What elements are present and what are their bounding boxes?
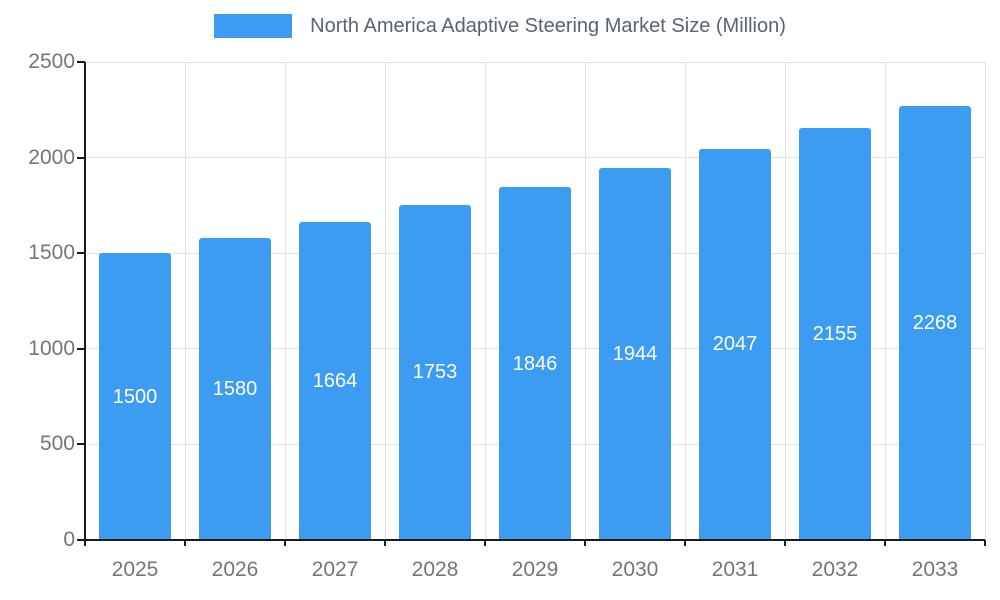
y-axis-tick-label: 500 bbox=[39, 432, 75, 456]
horizontal-gridline bbox=[85, 157, 985, 159]
y-axis-tick-label: 2000 bbox=[28, 145, 75, 169]
legend-swatch bbox=[214, 14, 293, 38]
x-axis-tick bbox=[584, 540, 586, 546]
horizontal-gridline bbox=[85, 61, 985, 63]
x-axis-tick-label: 2032 bbox=[811, 558, 859, 581]
vertical-gridline bbox=[684, 62, 686, 540]
x-axis-tick bbox=[984, 540, 986, 546]
x-axis-tick bbox=[484, 540, 486, 546]
bar[interactable] bbox=[199, 237, 271, 540]
bar[interactable] bbox=[599, 168, 671, 540]
y-axis-tick-label: 1500 bbox=[28, 241, 75, 265]
x-axis-tick bbox=[284, 540, 286, 546]
bar[interactable] bbox=[99, 253, 171, 540]
y-axis-tick bbox=[77, 61, 85, 63]
vertical-gridline bbox=[884, 62, 886, 540]
bar[interactable] bbox=[699, 148, 771, 540]
vertical-gridline bbox=[184, 62, 186, 540]
vertical-gridline bbox=[784, 62, 786, 540]
chart-legend[interactable]: North America Adaptive Steering Market S… bbox=[0, 14, 1000, 38]
y-axis-tick bbox=[77, 252, 85, 255]
bar-value-label: 2047 bbox=[712, 333, 758, 356]
bar[interactable] bbox=[799, 127, 871, 540]
y-axis-tick-label: 0 bbox=[63, 528, 75, 551]
legend-label: North America Adaptive Steering Market S… bbox=[310, 14, 786, 37]
y-axis-tick bbox=[77, 156, 85, 159]
bar-value-label: 2155 bbox=[812, 322, 858, 345]
bar[interactable] bbox=[399, 204, 471, 540]
bar[interactable] bbox=[499, 187, 571, 540]
x-axis-tick-label: 2031 bbox=[711, 558, 759, 581]
bar[interactable] bbox=[899, 106, 971, 540]
bar-value-label: 1846 bbox=[512, 352, 558, 375]
vertical-gridline bbox=[284, 62, 286, 540]
x-axis-tick-label: 2029 bbox=[511, 558, 559, 581]
y-axis-tick bbox=[77, 347, 85, 350]
x-axis-tick bbox=[784, 540, 786, 546]
y-axis-tick-label: 2500 bbox=[28, 50, 75, 73]
vertical-gridline bbox=[484, 62, 486, 540]
y-axis-line bbox=[84, 62, 86, 540]
x-axis-tick bbox=[184, 540, 186, 546]
bar-value-label: 1944 bbox=[612, 343, 658, 366]
x-axis-line bbox=[85, 539, 985, 541]
vertical-gridline bbox=[984, 62, 986, 540]
y-axis-tick bbox=[77, 443, 85, 446]
x-axis-tick bbox=[884, 540, 886, 546]
bar-value-label: 2268 bbox=[912, 312, 958, 335]
x-axis-tick-label: 2028 bbox=[411, 558, 459, 581]
x-axis-tick bbox=[84, 540, 86, 546]
x-axis-tick-label: 2027 bbox=[311, 558, 359, 581]
x-axis-tick-label: 2033 bbox=[911, 558, 959, 581]
y-axis-tick-label: 1000 bbox=[28, 336, 75, 360]
x-axis-tick-label: 2025 bbox=[111, 558, 159, 581]
vertical-gridline bbox=[584, 62, 586, 540]
y-axis-tick bbox=[77, 539, 85, 541]
vertical-gridline bbox=[384, 62, 386, 540]
bar-value-label: 1664 bbox=[312, 369, 358, 392]
bar-value-label: 1753 bbox=[412, 361, 458, 384]
bar-value-label: 1580 bbox=[212, 377, 258, 400]
bar[interactable] bbox=[299, 221, 371, 540]
x-axis-tick-label: 2026 bbox=[211, 558, 259, 581]
x-axis-tick-label: 2030 bbox=[611, 558, 659, 581]
bar-value-label: 1500 bbox=[112, 385, 158, 408]
x-axis-tick bbox=[684, 540, 686, 546]
x-axis-tick bbox=[384, 540, 386, 546]
